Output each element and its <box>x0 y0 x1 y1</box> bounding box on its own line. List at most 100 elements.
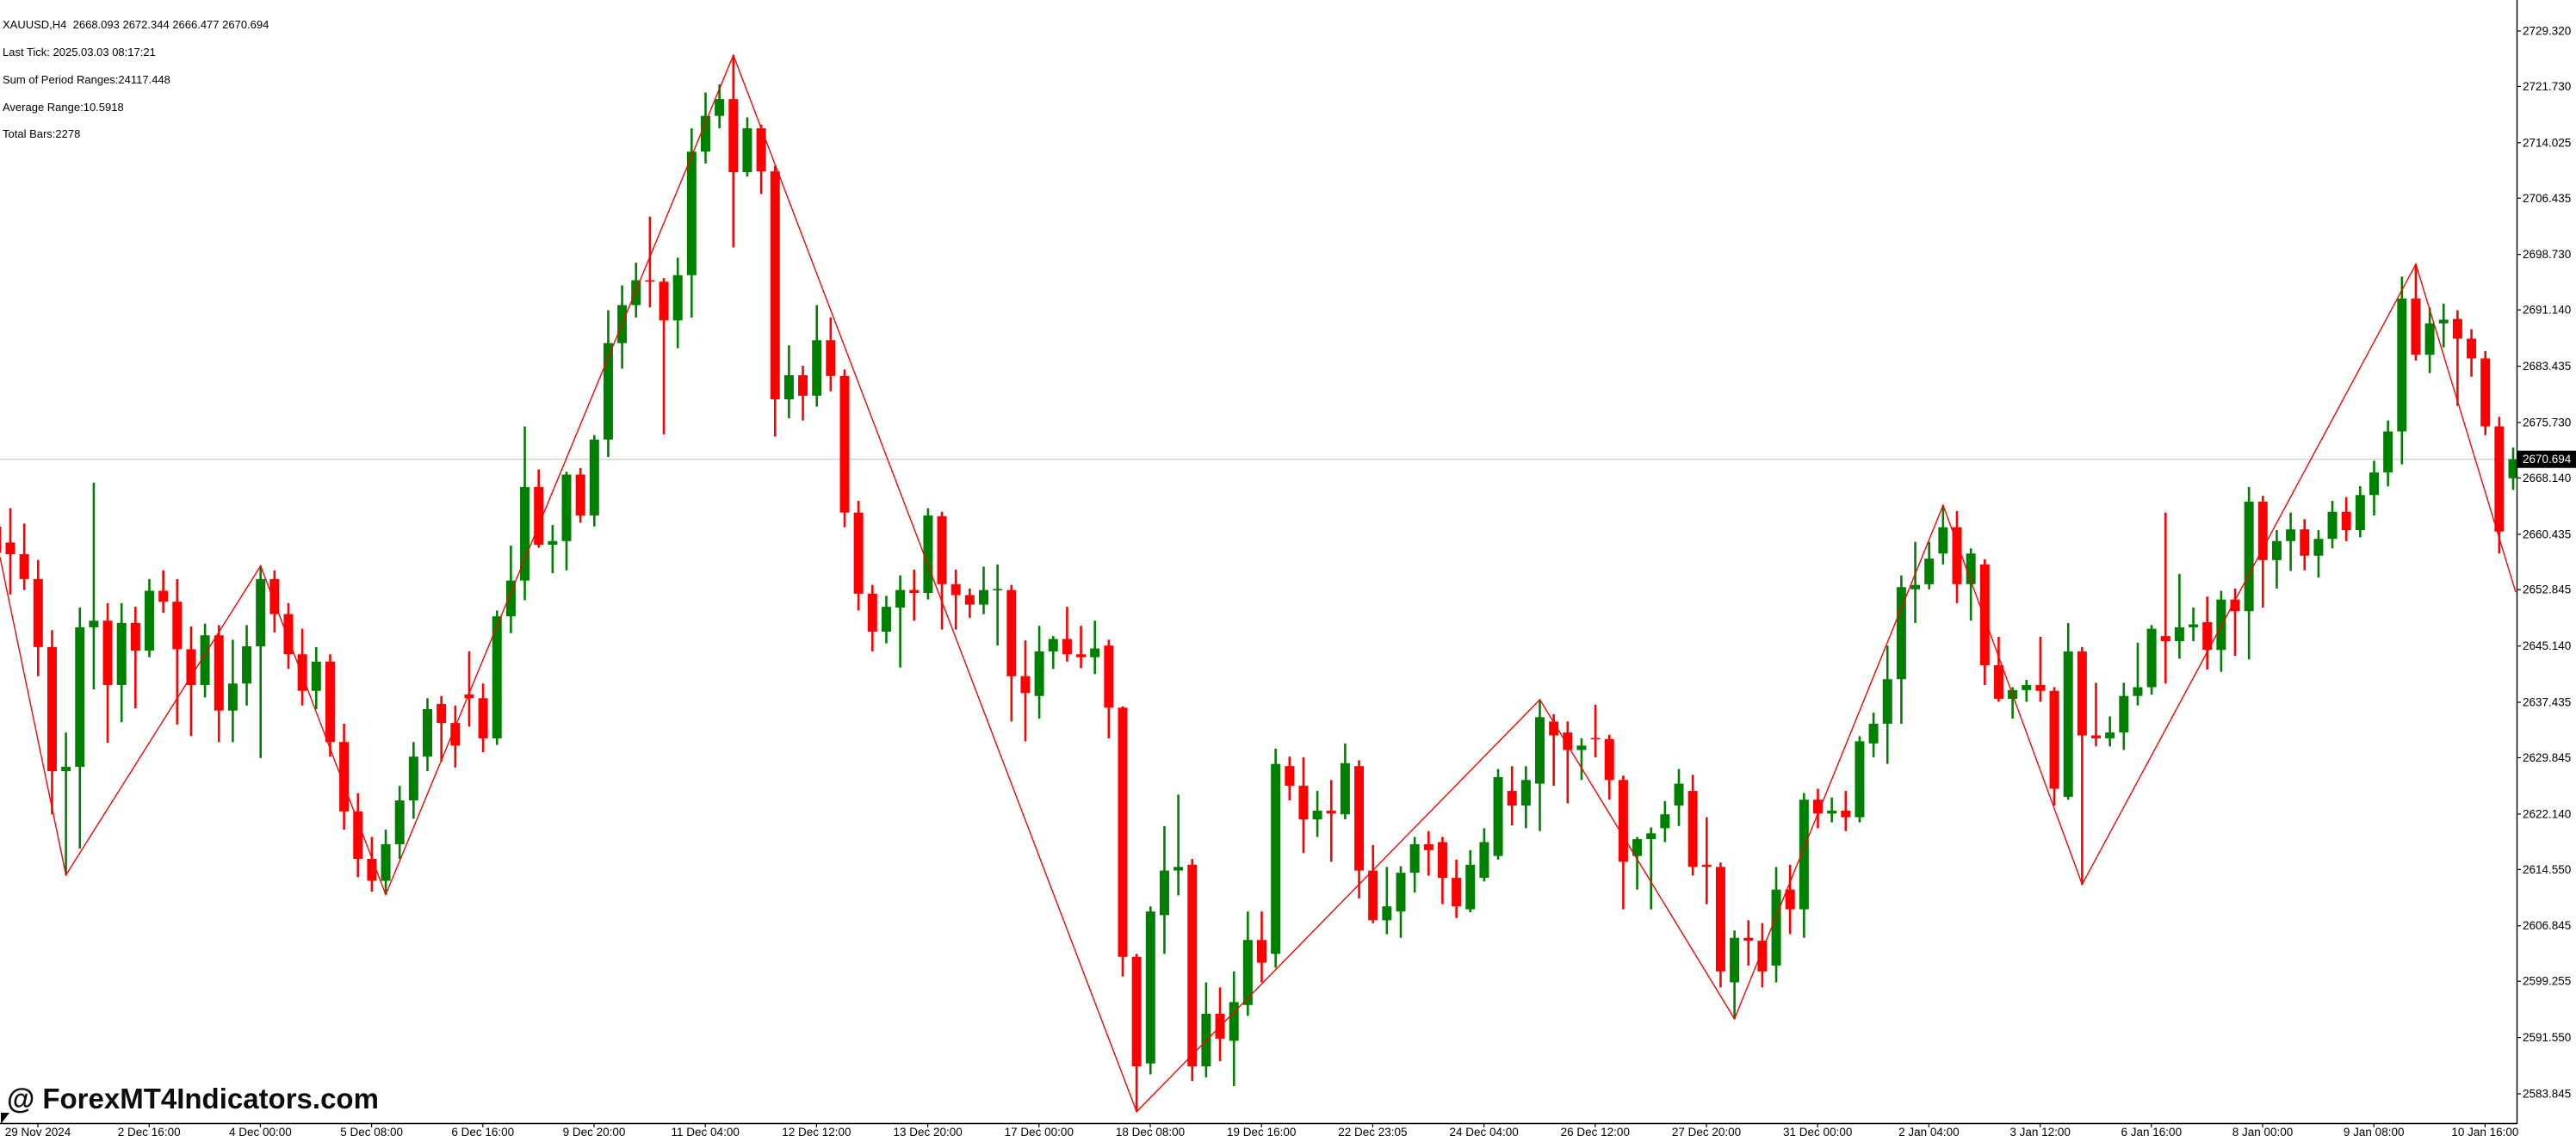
candle-body <box>1131 956 1142 1067</box>
candle <box>951 569 961 630</box>
time-axis[interactable]: 29 Nov 2024 2 Dec 16:00 4 Dec 00:00 5 Dec 0… <box>5 1123 2519 1139</box>
price-tick-label: 2645.140 <box>2523 639 2571 652</box>
candle-body <box>145 590 154 651</box>
candle-body <box>1563 732 1573 750</box>
candle <box>505 545 516 633</box>
candle <box>283 602 294 670</box>
price-tick-label: 2668.140 <box>2523 472 2571 485</box>
candle-body <box>1771 889 1781 966</box>
candle-body <box>1062 639 1072 655</box>
price-tick-label: 2583.845 <box>2523 1087 2571 1100</box>
candle-body <box>1535 717 1545 784</box>
candle-body <box>2467 338 2477 359</box>
candle-body <box>2494 426 2505 532</box>
candle <box>659 278 669 435</box>
candle <box>297 628 307 706</box>
candle <box>826 317 836 392</box>
candle <box>1104 639 1114 738</box>
candle <box>937 511 947 630</box>
candle <box>2160 512 2170 684</box>
price-tick-label: 2614.550 <box>2523 863 2571 876</box>
candle <box>227 639 238 743</box>
candle-body <box>61 767 71 772</box>
candle-body <box>1507 791 1517 806</box>
plot-area[interactable] <box>0 53 2517 1114</box>
candle <box>1452 859 1462 918</box>
candle <box>19 523 29 590</box>
candle-body <box>1632 839 1643 856</box>
price-axis[interactable]: 2729.320 2721.730 2714.025 2706.435 2698.730… <box>2517 25 2576 1101</box>
candle-body <box>2369 472 2379 496</box>
candle-body <box>1368 870 1378 921</box>
candle <box>839 369 850 528</box>
candle <box>1841 791 1851 831</box>
candle <box>1576 738 1587 781</box>
candle-body <box>1938 527 1948 554</box>
candle-body <box>1896 587 1906 680</box>
candle-body <box>1437 842 1447 879</box>
candle-body <box>993 589 1003 590</box>
candle-body <box>2271 540 2282 560</box>
price-tick-label: 2599.255 <box>2523 975 2571 988</box>
candle <box>993 564 1003 646</box>
candle <box>1563 721 1573 804</box>
candle <box>2077 646 2087 885</box>
candle-body <box>1799 799 1809 910</box>
candle <box>2271 529 2282 589</box>
candle <box>2369 460 2379 516</box>
total-bars-line: Total Bars:2278 <box>3 127 81 141</box>
candle <box>1938 505 1948 565</box>
candle <box>2313 529 2324 578</box>
candle-body <box>2202 621 2213 651</box>
candle <box>1312 791 1322 837</box>
candle-body <box>1382 906 1392 921</box>
candle <box>1423 830 1434 876</box>
candle <box>1535 699 1545 831</box>
candle-body <box>478 698 488 738</box>
candle <box>437 695 447 762</box>
candle <box>1354 760 1365 898</box>
candle-body <box>1312 810 1322 820</box>
time-tick-label: 24 Dec 04:00 <box>1449 1126 1518 1139</box>
price-tick-label: 2637.435 <box>2523 696 2571 709</box>
candle <box>1048 636 1058 670</box>
price-tick-label: 2729.320 <box>2523 25 2571 38</box>
candle-body <box>1423 844 1434 850</box>
candle-body <box>130 622 140 651</box>
candle <box>2355 486 2365 538</box>
candle-body <box>867 593 877 633</box>
candle-body <box>1660 814 1670 829</box>
candle-body <box>923 515 933 594</box>
candle <box>1966 548 1976 621</box>
candle-body <box>2049 690 2059 789</box>
candle-body <box>1646 833 1656 840</box>
candle <box>1326 780 1336 862</box>
candle <box>2202 596 2213 670</box>
candle <box>1632 836 1643 890</box>
candle <box>756 124 766 194</box>
candle-body <box>2257 501 2268 560</box>
time-tick-label: 26 Dec 12:00 <box>1561 1126 1630 1139</box>
candle <box>2480 351 2491 435</box>
candle-body <box>826 340 836 376</box>
candle <box>2438 303 2449 348</box>
candle-body <box>1687 791 1698 867</box>
candle-body <box>2452 318 2462 339</box>
candle <box>1173 794 1184 896</box>
price-tick-label: 2622.140 <box>2523 807 2571 820</box>
candle-body <box>2216 599 2226 651</box>
candle <box>2286 512 2296 571</box>
candle-body <box>783 375 794 400</box>
candle <box>2189 607 2199 642</box>
candle-body <box>1159 870 1169 916</box>
candle-body <box>1090 648 1100 657</box>
candle-body <box>2133 687 2143 696</box>
price-tick-label: 2683.435 <box>2523 360 2571 373</box>
price-tick-label: 2714.025 <box>2523 136 2571 149</box>
candle <box>1743 920 1754 966</box>
candle <box>1479 828 1489 882</box>
candle <box>46 630 57 815</box>
candle <box>2411 263 2421 361</box>
